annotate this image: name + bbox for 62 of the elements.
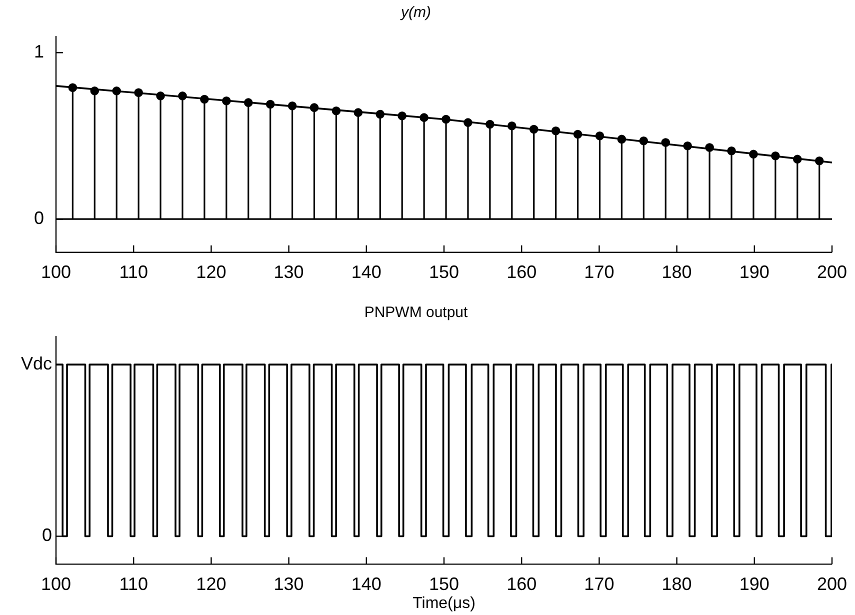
x-tick-label: 140 (351, 574, 382, 594)
x-tick-label: 200 (816, 574, 848, 594)
point (771, 151, 780, 160)
x-tick-label: 110 (119, 574, 148, 594)
point (398, 112, 406, 120)
chart-title: y(m) (400, 4, 431, 22)
x-tick-label: 140 (351, 262, 382, 282)
x-tick-label: 190 (739, 262, 770, 282)
x-tick-label: 100 (40, 574, 72, 594)
point (244, 98, 253, 107)
text: Vdc (20, 354, 52, 374)
x-tick-label: 180 (662, 262, 692, 282)
point (727, 146, 736, 156)
point (595, 131, 604, 140)
point (573, 130, 582, 139)
x-axis-title: Time(μs) (412, 594, 476, 612)
point (529, 124, 538, 134)
point (464, 118, 472, 127)
point (639, 136, 648, 146)
x-tick-label: 110 (119, 262, 148, 282)
x-tick-label: 130 (274, 574, 304, 594)
point (442, 114, 450, 124)
chart-title: PNPWM output (364, 304, 469, 322)
point (200, 94, 209, 104)
x-tick-label: 160 (506, 262, 537, 282)
point (551, 126, 560, 136)
point (222, 96, 231, 106)
x-tick-label: 120 (196, 262, 226, 282)
x-tick-label: 180 (662, 574, 692, 594)
x-tick-label: 100 (40, 262, 72, 282)
point (508, 121, 516, 130)
point (376, 110, 385, 119)
y-tick-label: 1 (34, 42, 44, 62)
point (705, 143, 714, 152)
point (814, 156, 824, 166)
x-tick-label: 170 (584, 574, 614, 594)
point (749, 150, 758, 159)
point (134, 88, 143, 97)
point (178, 92, 187, 100)
point (486, 120, 494, 129)
x-tick-label: 190 (739, 574, 770, 594)
x-tick-label: 160 (506, 574, 537, 594)
point (661, 138, 670, 147)
x-tick-label: 150 (428, 574, 460, 594)
point (68, 83, 78, 92)
point (266, 100, 275, 109)
point (792, 154, 802, 164)
point (617, 134, 626, 144)
x-tick-label: 130 (274, 262, 304, 282)
point (288, 102, 297, 110)
point (420, 113, 428, 122)
x-tick-label: 200 (816, 262, 848, 282)
point (310, 103, 319, 112)
x-tick-label: 120 (196, 574, 226, 594)
point (156, 92, 165, 100)
point (112, 86, 122, 96)
point (683, 141, 692, 150)
point (332, 106, 341, 116)
point (90, 86, 100, 96)
x-tick-label: 170 (584, 262, 614, 282)
x-tick-label: 150 (428, 262, 460, 282)
point (354, 108, 363, 117)
